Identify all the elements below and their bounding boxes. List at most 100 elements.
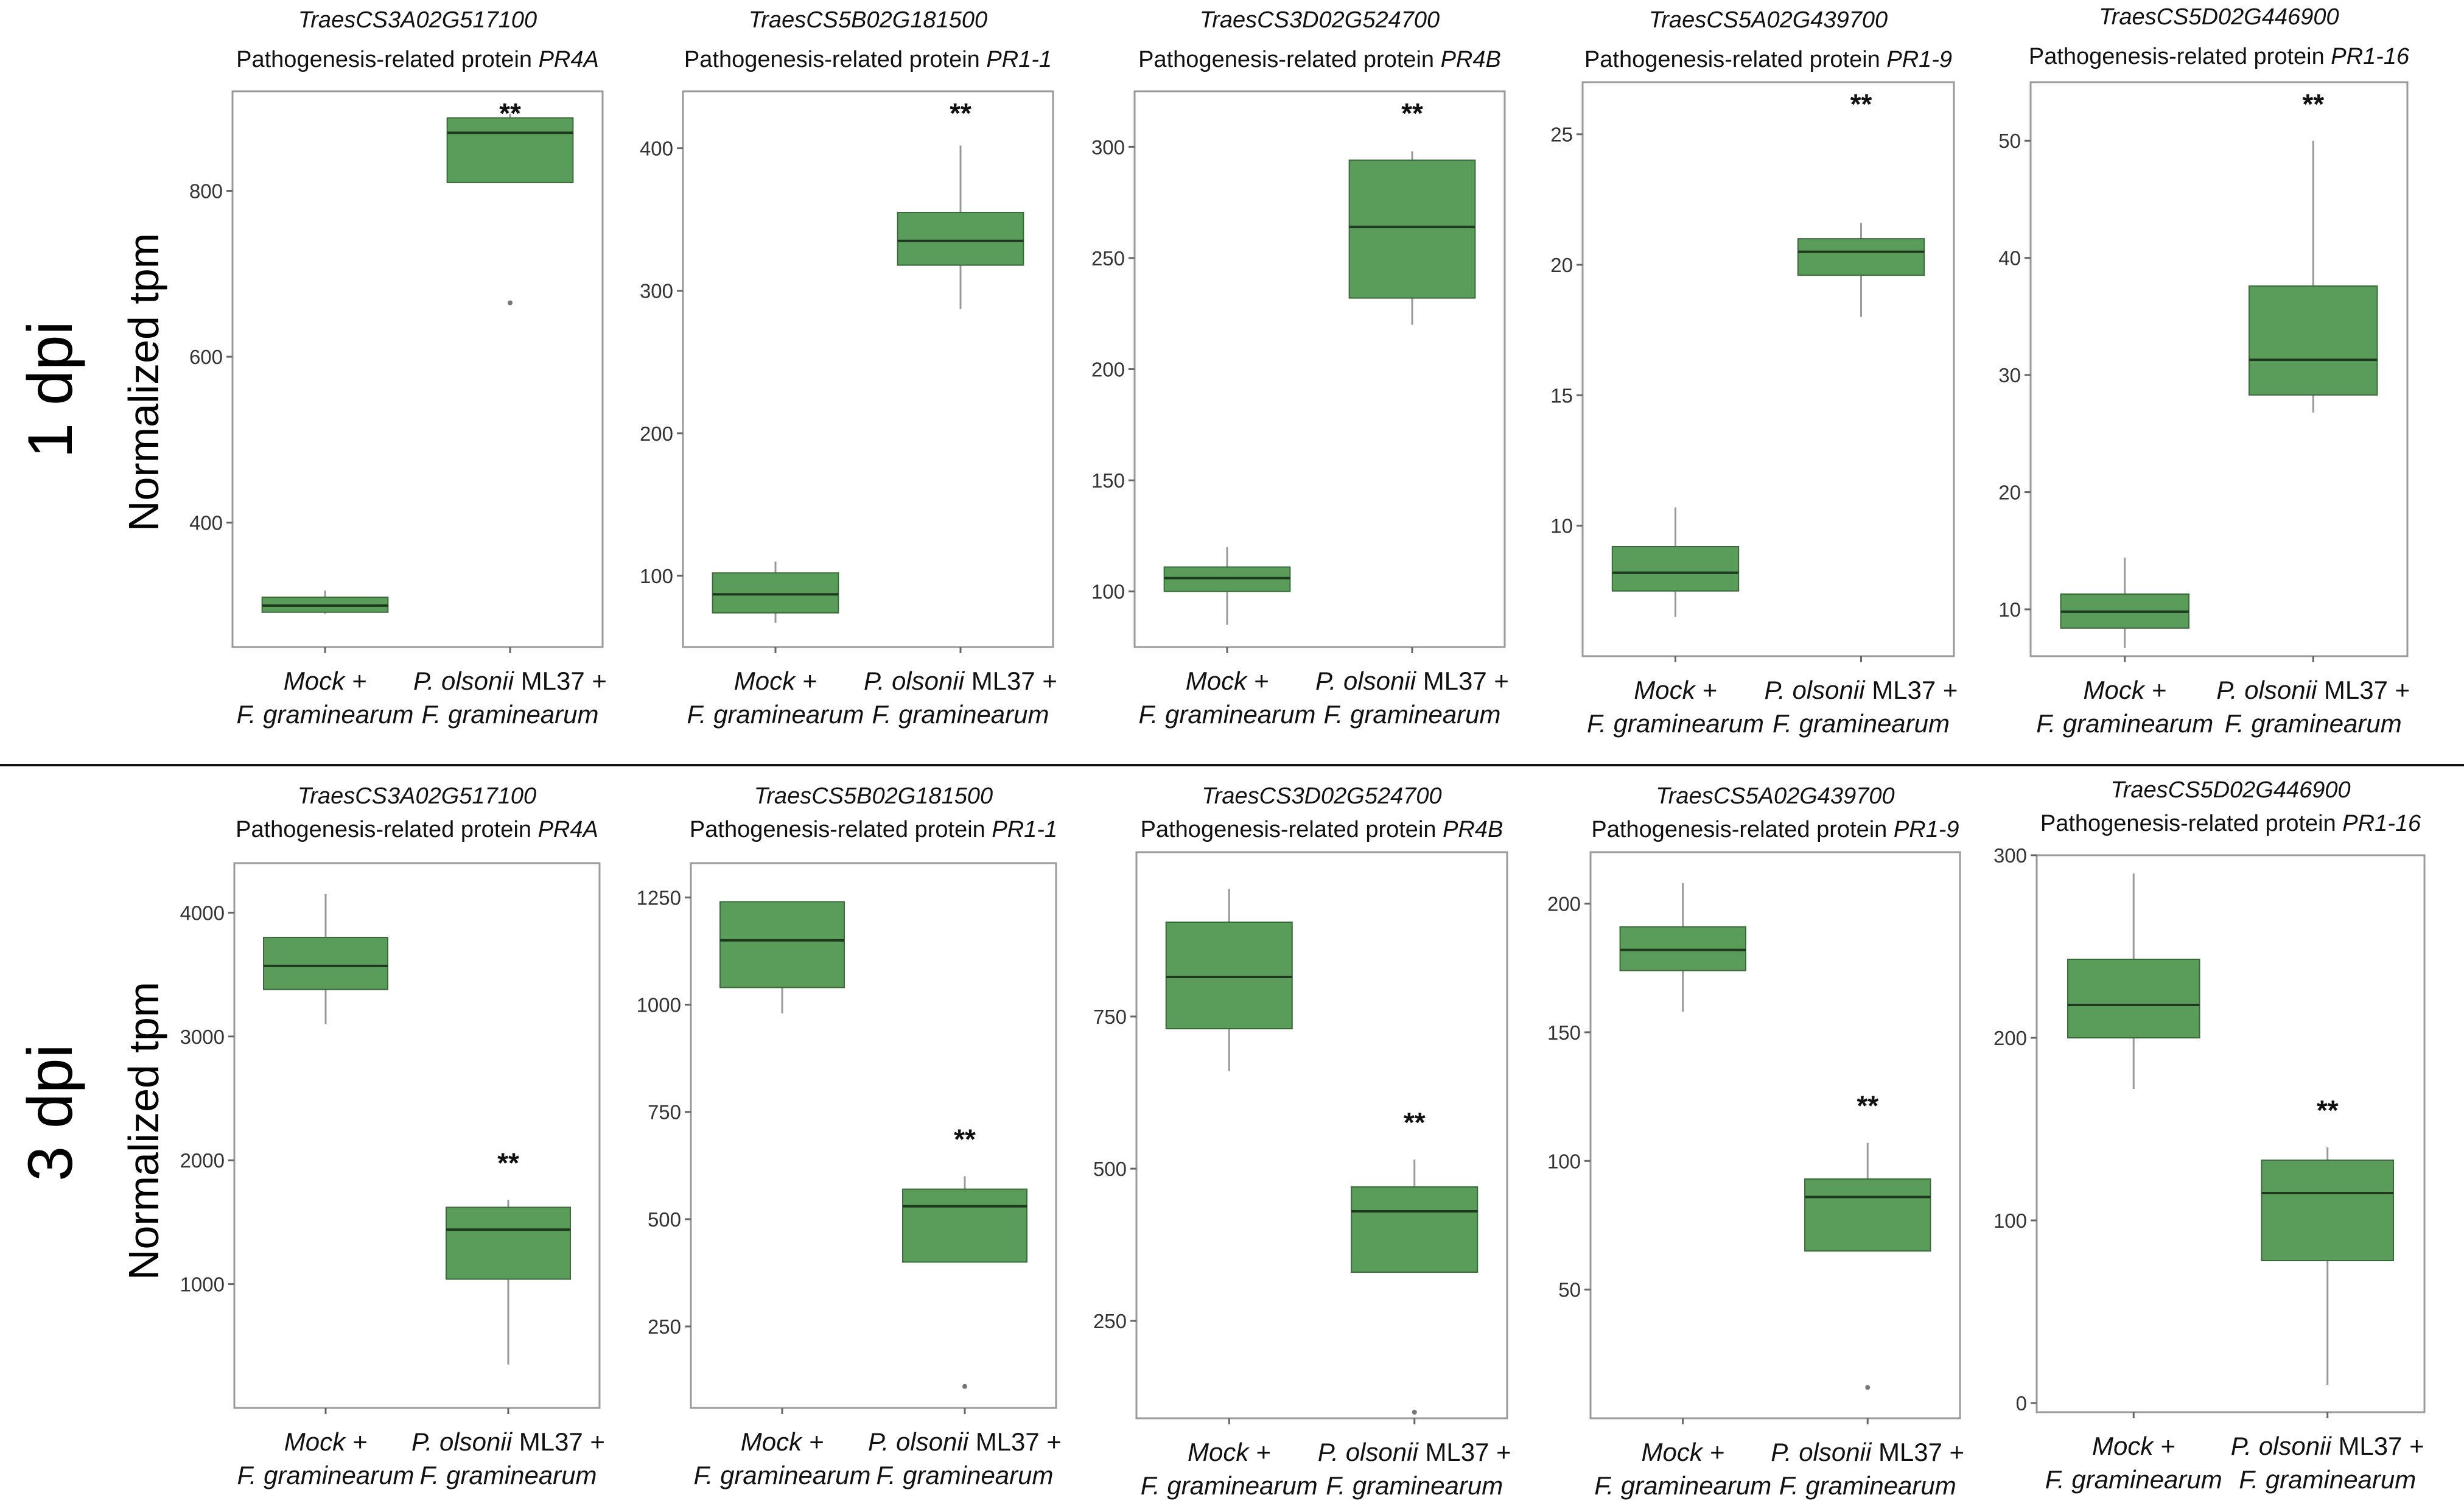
plot-frame [2035, 854, 2426, 1413]
x-category-label-line2: F. graminearum [872, 700, 1049, 729]
y-tick-label: 200 [1091, 359, 1125, 381]
y-tick-label: 250 [1093, 1310, 1127, 1332]
plot-frame [1581, 81, 1955, 657]
x-category-label-line2: F. graminearum [876, 1461, 1053, 1489]
x-category-label-line2: F. graminearum [2225, 709, 2402, 738]
panels-container: TraesCS3A02G517100 Pathogenesis-related p… [180, 4, 2426, 1500]
outlier-point [962, 1384, 967, 1389]
x-category-label-line1: P. olsonii ML37 + [1318, 1438, 1511, 1466]
box-iqr [2249, 285, 2378, 396]
y-tick-label: 2000 [180, 1149, 225, 1172]
x-category-label-line2: F. graminearum [687, 700, 864, 729]
y-tick-label: 20 [1550, 254, 1573, 276]
box-iqr [1797, 238, 1925, 276]
y-tick-label: 500 [1093, 1158, 1127, 1180]
y-tick-label: 800 [189, 180, 223, 203]
box-iqr [1351, 1186, 1479, 1273]
y-tick-label: 30 [1998, 364, 2021, 387]
chart-title: TraesCS5D02G446900 [2099, 4, 2339, 30]
x-category-label-line2: F. graminearum [1141, 1471, 1318, 1500]
plot-frame [233, 862, 601, 1409]
y-tick-label: 50 [1998, 130, 2021, 152]
x-category-label-line2: F. graminearum [237, 1461, 414, 1489]
box-iqr [2261, 1160, 2395, 1261]
box-iqr [1619, 926, 1746, 971]
chart-subtitle: Pathogenesis-related protein PR4B [1141, 817, 1503, 842]
plot-frame [682, 90, 1054, 648]
x-category-label-line1: Mock + [734, 667, 817, 695]
y-tick-label: 300 [640, 280, 673, 303]
y-tick-label: 300 [1091, 136, 1125, 158]
significance-marker: ** [1857, 1090, 1878, 1122]
box-iqr [902, 1188, 1027, 1263]
chart-panel: TraesCS5D02G446900 Pathogenesis-related p… [1998, 4, 2410, 738]
y-tick-label: 25 [1550, 124, 1573, 146]
chart-subtitle: Pathogenesis-related protein PR1-16 [2029, 44, 2410, 69]
x-category-label-line1: Mock + [1634, 676, 1717, 704]
chart-panel: TraesCS5A02G439700 Pathogenesis-related p… [1547, 783, 1964, 1500]
y-tick-label: 250 [1091, 247, 1125, 270]
x-category-label-line1: Mock + [741, 1427, 824, 1456]
y-tick-label: 1000 [637, 994, 681, 1017]
box-iqr [263, 937, 388, 990]
y-tick-label: 150 [1091, 469, 1125, 492]
box-iqr [1804, 1178, 1931, 1252]
y-tick-label: 750 [648, 1101, 681, 1124]
x-category-label-line2: F. graminearum [1779, 1471, 1956, 1500]
y-tick-label: 10 [1550, 515, 1573, 537]
x-category-label-line2: F. graminearum [1773, 709, 1950, 738]
x-category-label-line2: F. graminearum [1138, 700, 1315, 729]
y-tick-label: 15 [1550, 384, 1573, 407]
x-category-label-line1: P. olsonii ML37 + [1315, 667, 1509, 695]
plot-frame [690, 862, 1057, 1409]
chart-title: TraesCS5A02G439700 [1649, 7, 1888, 33]
chart-subtitle: Pathogenesis-related protein PR1-9 [1584, 47, 1952, 72]
x-category-label-line1: P. olsonii ML37 + [1765, 676, 1958, 704]
y-tick-label: 300 [1993, 844, 2027, 867]
x-category-label-line2: F. graminearum [419, 1461, 597, 1489]
chart-subtitle: Pathogenesis-related protein PR1-16 [2040, 811, 2421, 836]
y-tick-label: 250 [648, 1315, 681, 1338]
plot-frame [231, 90, 604, 648]
x-category-label-line1: Mock + [1188, 1438, 1271, 1466]
x-category-label-line1: Mock + [1186, 667, 1269, 695]
x-category-label-line1: P. olsonii ML37 + [413, 667, 607, 695]
plot-frame [1135, 851, 1508, 1419]
chart-panel: TraesCS5B02G181500 Pathogenesis-related p… [637, 783, 1062, 1489]
y-tick-label: 3000 [180, 1026, 225, 1048]
plot-frame [1589, 851, 1961, 1419]
chart-title: TraesCS5A02G439700 [1656, 783, 1894, 809]
chart-subtitle: Pathogenesis-related protein PR4A [236, 817, 598, 842]
y-tick-label: 400 [640, 138, 673, 160]
y-tick-label: 100 [640, 565, 673, 587]
significance-marker: ** [499, 97, 521, 129]
y-tick-label: 20 [1998, 481, 2021, 504]
y-tick-label: 1250 [637, 886, 681, 909]
chart-title: TraesCS3D02G524700 [1202, 783, 1441, 809]
outlier-point [508, 300, 513, 306]
y-tick-label: 200 [1993, 1027, 2027, 1049]
y-tick-label: 1000 [180, 1273, 225, 1296]
chart-panel: TraesCS5D02G446900 Pathogenesis-related p… [1993, 777, 2426, 1494]
box-iqr [1611, 545, 1740, 592]
significance-marker: ** [954, 1123, 976, 1155]
x-category-label-line1: P. olsonii ML37 + [2231, 1432, 2424, 1460]
y-tick-label: 200 [640, 422, 673, 445]
significance-marker: ** [1850, 88, 1872, 120]
x-category-label-line2: F. graminearum [1326, 1471, 1503, 1500]
y-tick-label: 100 [1091, 581, 1125, 603]
y-tick-label: 4000 [180, 901, 225, 924]
chart-panel: TraesCS5B02G181500 Pathogenesis-related p… [640, 7, 1057, 729]
y-tick-label: 50 [1558, 1279, 1581, 1301]
box-iqr [897, 211, 1024, 266]
chart-panel: TraesCS3D02G524700 Pathogenesis-related p… [1093, 783, 1511, 1500]
chart-title: TraesCS5B02G181500 [749, 7, 987, 33]
box-iqr [2067, 959, 2200, 1038]
x-category-label-line1: Mock + [284, 1427, 368, 1456]
x-category-label-line1: Mock + [1641, 1438, 1724, 1466]
x-category-label-line2: F. graminearum [421, 700, 598, 729]
x-category-label-line2: F. graminearum [236, 700, 413, 729]
chart-subtitle: Pathogenesis-related protein PR1-9 [1591, 817, 1959, 842]
x-category-label-line2: F. graminearum [2036, 709, 2213, 738]
